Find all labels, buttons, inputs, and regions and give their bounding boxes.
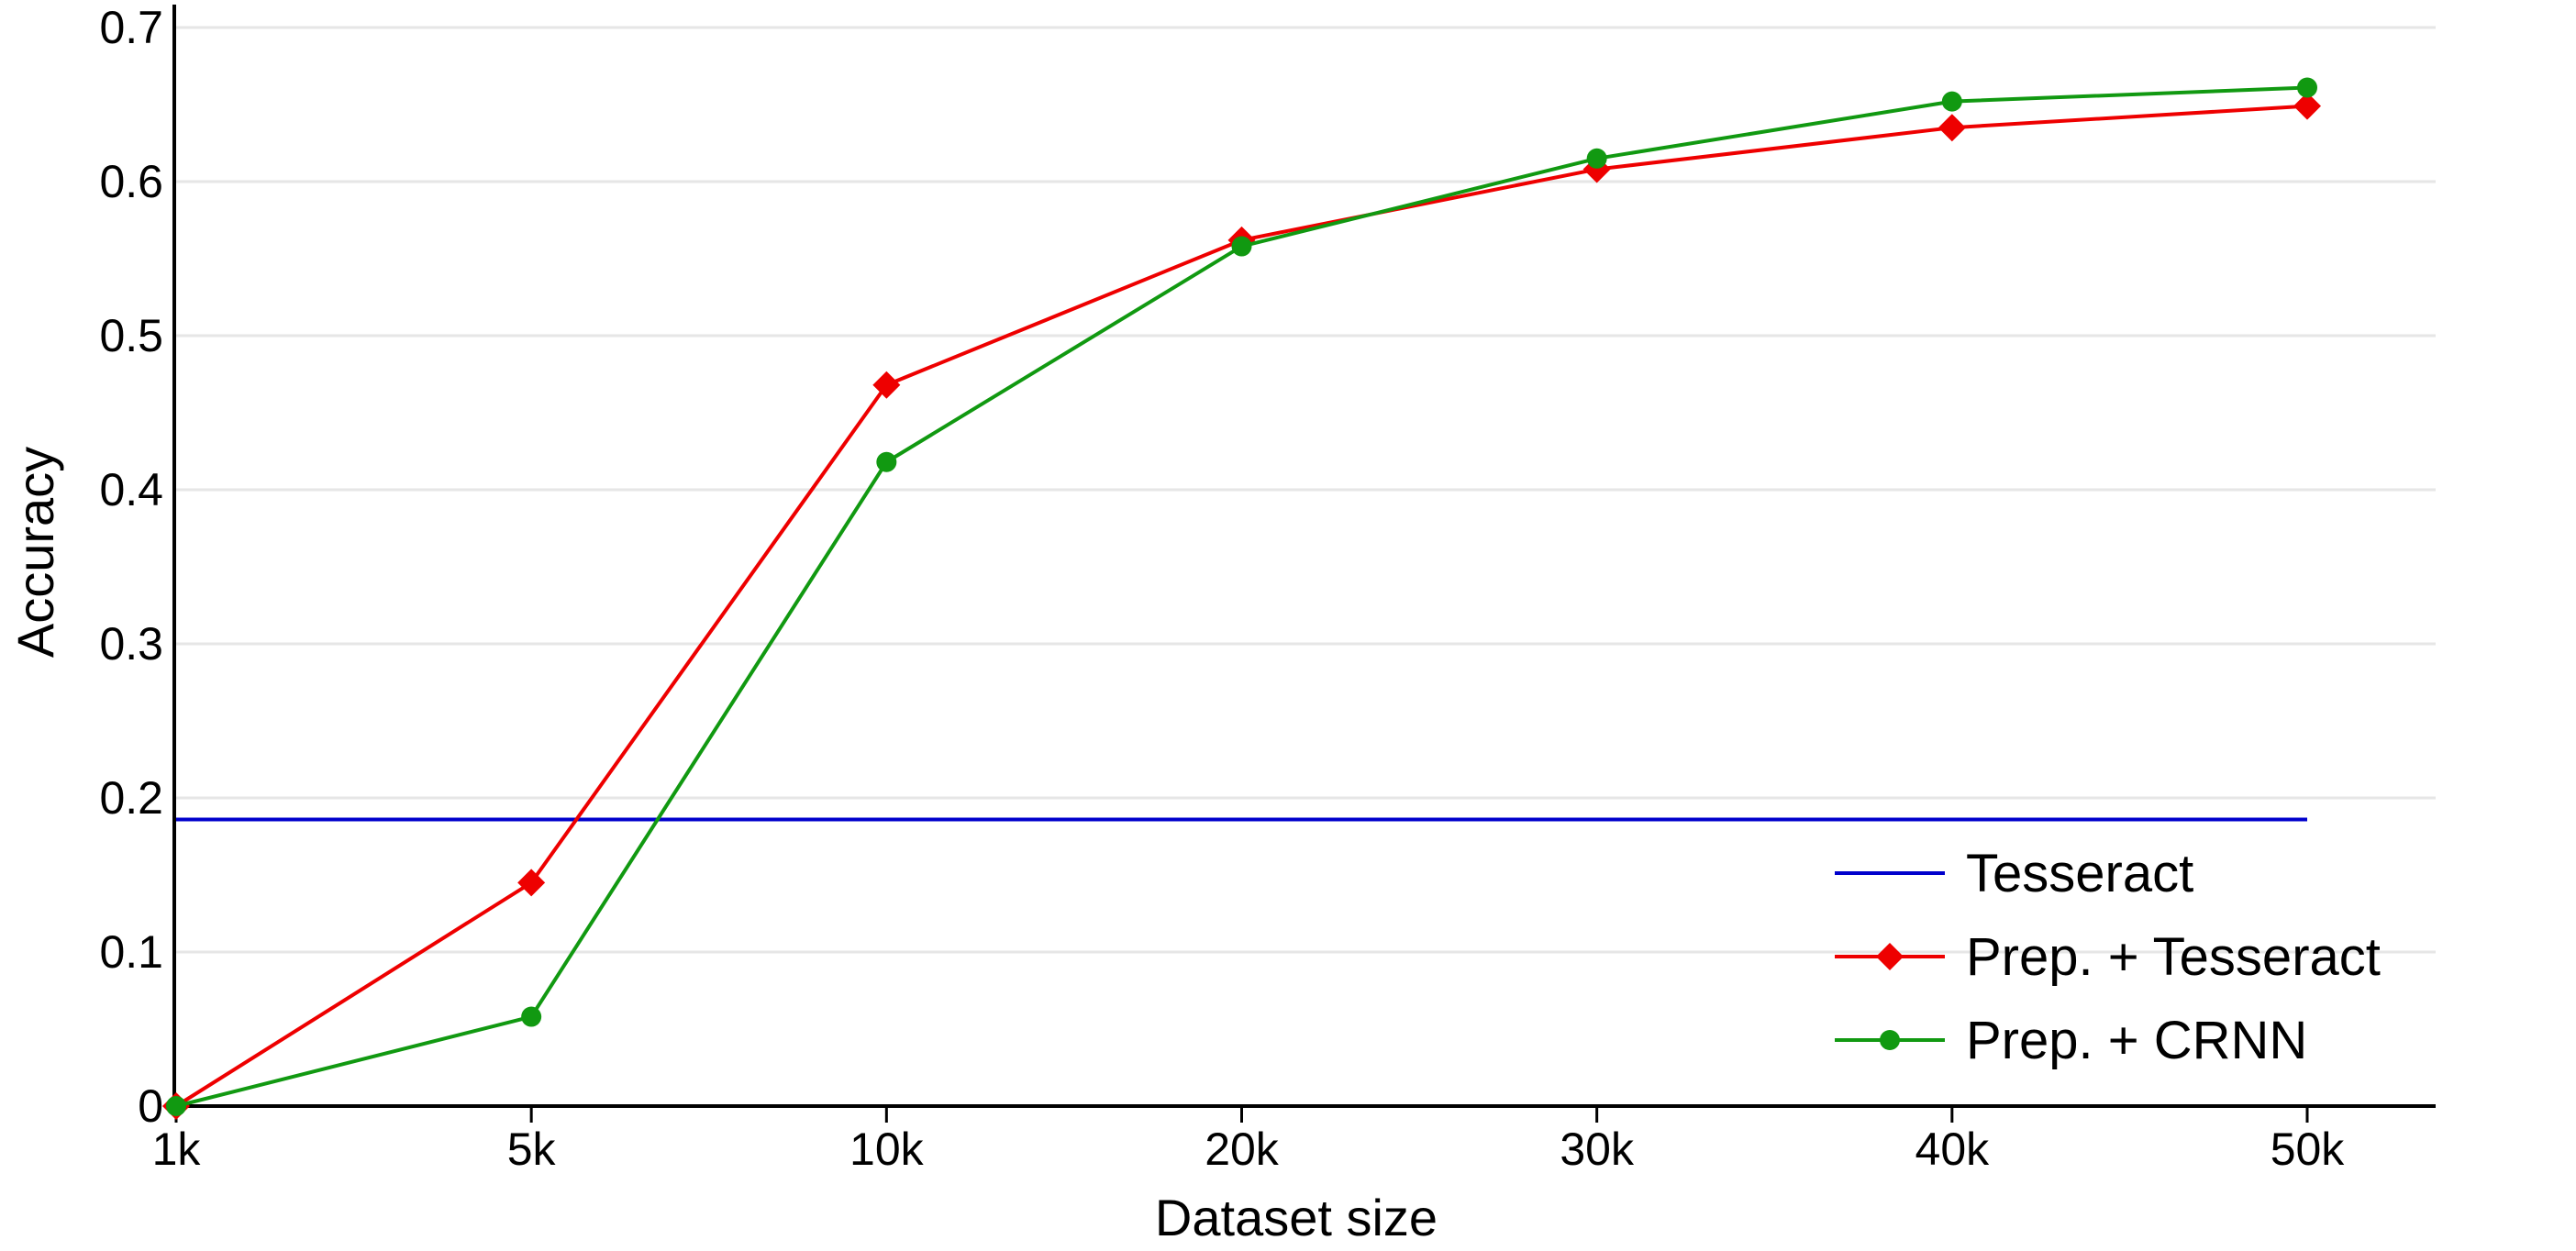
y-tick-label: 0.5 bbox=[99, 310, 163, 361]
legend-item-prep-tesseract: Prep. + Tesseract bbox=[1835, 927, 2381, 987]
data-point-prep-tesseract bbox=[1938, 114, 1966, 142]
y-tick-label: 0.2 bbox=[99, 772, 163, 824]
data-point-prep-crnn bbox=[166, 1096, 186, 1116]
x-tick-label: 5k bbox=[507, 1124, 557, 1175]
y-tick-label: 0.4 bbox=[99, 464, 163, 515]
series-prep-crnn bbox=[166, 77, 2317, 1116]
legend-label: Tesseract bbox=[1966, 844, 2193, 903]
data-point-prep-crnn bbox=[1941, 91, 1962, 112]
legend-item-tesseract: Tesseract bbox=[1835, 844, 2193, 903]
data-point-prep-crnn bbox=[1231, 236, 1252, 257]
data-point-prep-tesseract bbox=[517, 869, 546, 897]
x-tick-label: 30k bbox=[1560, 1124, 1635, 1175]
y-tick-label: 0.1 bbox=[99, 926, 163, 978]
y-tick-label: 0.6 bbox=[99, 156, 163, 207]
x-tick-label: 10k bbox=[849, 1124, 925, 1175]
x-tick-label: 40k bbox=[1915, 1124, 1991, 1175]
x-axis-title: Dataset size bbox=[1155, 1189, 1438, 1246]
series-lines bbox=[162, 77, 2321, 1120]
legend-label: Prep. + Tesseract bbox=[1966, 927, 2381, 987]
tick-labels: 0 0.1 0.2 0.3 0.4 0.5 0.6 0.7 1k 5k 10k 20k 30k 40k 50… bbox=[99, 2, 2345, 1175]
y-axis-title: Accuracy bbox=[6, 447, 64, 658]
data-point-prep-crnn bbox=[2297, 77, 2317, 98]
data-point-prep-crnn bbox=[1586, 148, 1607, 169]
x-tick-label: 20k bbox=[1205, 1124, 1280, 1175]
y-tick-label: 0.7 bbox=[99, 2, 163, 53]
data-point-prep-tesseract bbox=[872, 371, 901, 399]
legend-swatch-marker bbox=[1880, 1030, 1900, 1050]
y-tick-label: 0.3 bbox=[99, 618, 163, 670]
data-point-prep-crnn bbox=[521, 1006, 542, 1027]
y-tick-label: 0 bbox=[138, 1080, 163, 1132]
legend-swatch-marker bbox=[1876, 943, 1904, 970]
data-point-prep-crnn bbox=[876, 451, 897, 472]
legend: Tesseract Prep. + Tesseract Prep. + CRNN bbox=[1835, 844, 2381, 1070]
axes bbox=[172, 5, 2436, 1123]
legend-item-prep-crnn: Prep. + CRNN bbox=[1835, 1011, 2307, 1070]
grid-lines bbox=[174, 26, 2436, 954]
legend-label: Prep. + CRNN bbox=[1966, 1011, 2307, 1070]
x-tick-label: 1k bbox=[152, 1124, 202, 1175]
x-tick-label: 50k bbox=[2271, 1124, 2346, 1175]
data-point-prep-tesseract bbox=[2293, 92, 2321, 120]
